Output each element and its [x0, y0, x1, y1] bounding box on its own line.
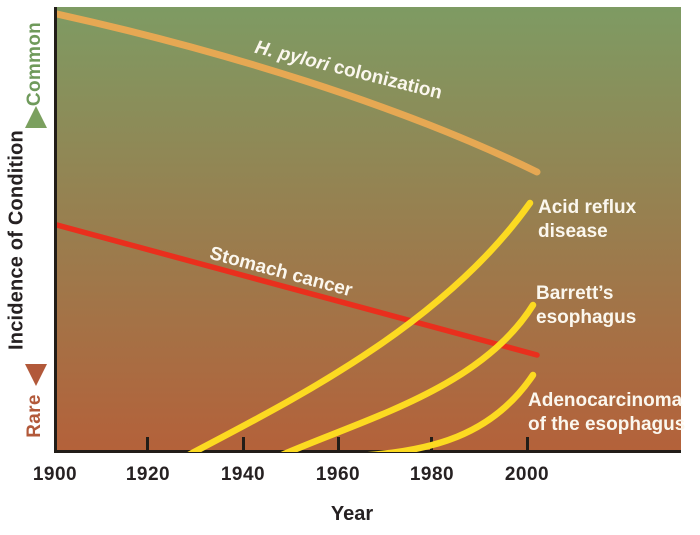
adenocarcinoma-curve-label: Adenocarcinoma of the esophagus [528, 389, 685, 437]
adenocarcinoma-label-line1: Adenocarcinoma [528, 390, 683, 411]
plot-area [57, 7, 681, 452]
acid-reflux-label-line1: Acid reflux [538, 197, 637, 218]
barretts-label-line1: Barrett’s [536, 283, 614, 304]
acid-reflux-label-line2: disease [538, 221, 608, 242]
y-axis-rare-label: Rare [24, 394, 45, 438]
barretts-curve-label: Barrett’s esophagus [536, 282, 636, 330]
x-tick-1960 [337, 437, 340, 452]
x-tick-label-1920: 1920 [125, 464, 171, 485]
x-axis-line [54, 450, 681, 453]
adenocarcinoma-label-line2: of the esophagus [528, 414, 686, 435]
barretts-label-line2: esophagus [536, 307, 637, 328]
x-tick-1940 [242, 437, 245, 452]
y-axis-common-label: Common [24, 21, 45, 107]
x-tick-1920 [146, 437, 149, 452]
adenocarcinoma-curve [367, 371, 537, 452]
acid-reflux-curve [187, 199, 534, 452]
x-tick-label-1960: 1960 [315, 464, 361, 485]
stomach-cancer-curve [57, 222, 540, 358]
x-tick-2000 [526, 437, 529, 452]
x-tick-label-2000: 2000 [504, 464, 550, 485]
x-tick-label-1980: 1980 [409, 464, 455, 485]
acid-reflux-curve-label: Acid reflux disease [538, 196, 636, 244]
y-axis-line [54, 7, 57, 453]
y-axis-title: Incidence of Condition [5, 130, 28, 350]
x-axis-title: Year [330, 503, 374, 525]
arrow-up-head-icon [25, 106, 47, 128]
x-tick-label-1900: 1900 [32, 464, 78, 485]
incidence-arrow-icon [25, 106, 47, 386]
barretts-curve [280, 301, 537, 452]
x-tick-label-1940: 1940 [220, 464, 266, 485]
hpylori-curve [57, 10, 541, 176]
arrow-down-head-icon [25, 364, 47, 386]
